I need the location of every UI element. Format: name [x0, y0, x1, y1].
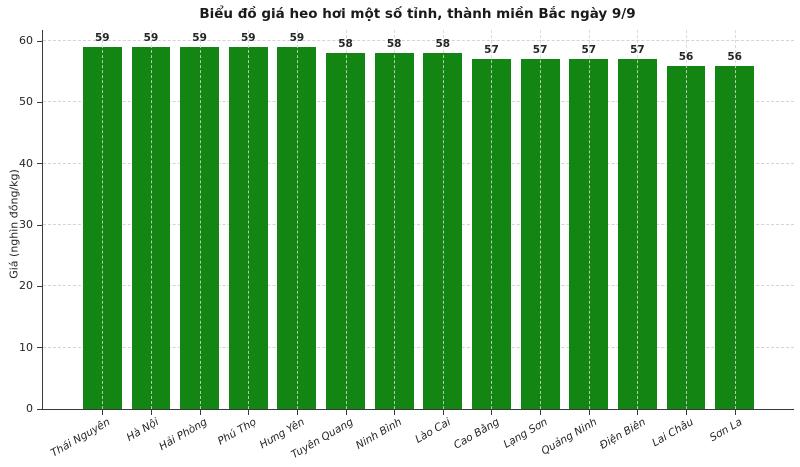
- bar-value-label: 59: [240, 32, 256, 45]
- x-tick: [734, 410, 736, 415]
- gridline-vertical: [637, 30, 639, 409]
- y-tick-label: 60: [19, 34, 33, 48]
- x-tick-label: Lai Châu: [650, 416, 697, 450]
- y-tick-label: 40: [19, 156, 33, 170]
- x-tick-label: Lào Cai: [413, 416, 453, 446]
- y-tick-label: 10: [19, 340, 33, 354]
- y-tick: [37, 286, 42, 288]
- gridline-vertical: [686, 30, 688, 409]
- gridline-horizontal: [43, 285, 794, 287]
- gridline-vertical: [491, 30, 493, 409]
- x-tick-label: Sơn La: [708, 416, 745, 445]
- y-tick: [37, 347, 42, 349]
- bar-value-label: 59: [95, 32, 110, 45]
- y-tick-label: 30: [19, 218, 33, 232]
- x-tick: [199, 410, 201, 415]
- bar-value-label: 58: [386, 38, 402, 51]
- y-tick: [37, 408, 42, 410]
- gridline-vertical: [199, 30, 201, 409]
- x-tick: [637, 410, 639, 415]
- bar: [228, 47, 268, 409]
- x-tick-label: Ninh Bình: [354, 416, 405, 452]
- x-tick-label: Thái Nguyên: [48, 416, 113, 460]
- x-tick: [150, 410, 152, 415]
- x-tick: [248, 410, 250, 415]
- x-tick: [345, 410, 347, 415]
- bar: [277, 47, 317, 409]
- x-tick: [102, 410, 104, 415]
- bar-value-label: 58: [338, 38, 353, 51]
- x-tick: [686, 410, 688, 415]
- bar-value-label: 59: [143, 32, 159, 45]
- bar-value-label: 57: [630, 44, 645, 57]
- gridline-vertical: [588, 30, 590, 409]
- bar-value-label: 57: [532, 44, 548, 57]
- x-tick-label: Hải Phòng: [157, 416, 210, 454]
- y-tick: [37, 102, 42, 104]
- bar-value-label: 57: [484, 44, 499, 57]
- bar-value-label: 59: [192, 32, 207, 45]
- gridline-vertical: [296, 30, 298, 409]
- gridline-vertical: [540, 30, 542, 409]
- gridline-horizontal: [43, 346, 794, 348]
- bar: [569, 59, 609, 409]
- y-tick-label: 50: [19, 95, 33, 109]
- x-tick-label: Điện Biên: [597, 416, 648, 452]
- gridline-vertical: [442, 30, 444, 409]
- bar-value-label: 56: [678, 50, 694, 63]
- x-tick-label: Hà Nội: [124, 416, 161, 444]
- plot-area: 0 10 20 30 40 50 60 59 Thái Nguyên 59 Hà Nội 59 Hải …: [19, 30, 794, 461]
- gridline-horizontal: [43, 101, 794, 103]
- x-tick: [394, 410, 396, 415]
- x-tick-label: Quảng Ninh: [538, 416, 599, 458]
- y-tick-label: 20: [19, 279, 33, 293]
- gridline-vertical: [248, 30, 250, 409]
- bar-value-label: 57: [581, 44, 597, 57]
- gridline-horizontal: [43, 162, 794, 164]
- gridline-horizontal: [43, 224, 794, 226]
- gridline-vertical: [102, 30, 104, 409]
- x-tick: [540, 410, 542, 415]
- x-tick: [442, 410, 444, 415]
- gridline-vertical: [734, 30, 736, 409]
- bar-value-label: 58: [435, 38, 451, 51]
- y-tick: [37, 224, 42, 226]
- chart-title: Biểu đồ giá heo hơi một số tỉnh, thành m…: [199, 6, 636, 22]
- x-tick: [296, 410, 298, 415]
- y-tick-label: 0: [26, 402, 33, 415]
- gridline-vertical: [394, 30, 396, 409]
- bar: [617, 59, 657, 409]
- bar-value-label: 59: [289, 32, 305, 45]
- gridline-vertical: [150, 30, 152, 409]
- x-tick: [588, 410, 590, 415]
- y-tick: [37, 163, 42, 165]
- x-tick-label: Cao Bằng: [451, 416, 502, 452]
- gridline-vertical: [345, 30, 347, 409]
- y-tick: [37, 40, 42, 42]
- x-tick: [491, 410, 493, 415]
- gridline-horizontal: [43, 40, 794, 42]
- x-tick-label: Phú Thọ: [215, 416, 259, 448]
- bar-value-label: 56: [727, 50, 742, 63]
